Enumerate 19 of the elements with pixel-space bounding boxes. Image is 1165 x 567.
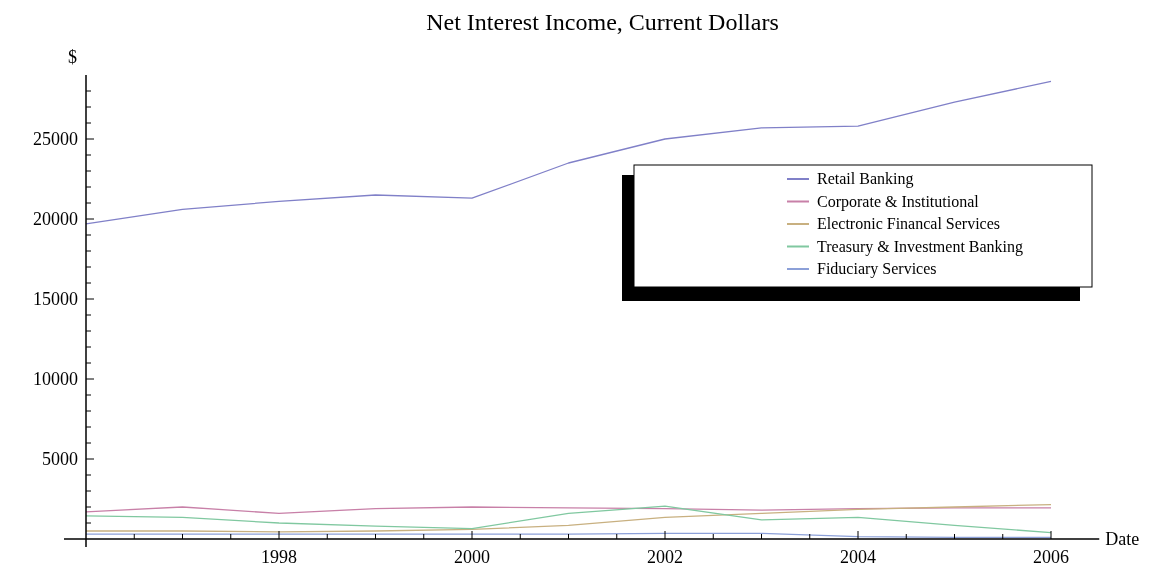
legend-label: Treasury & Investment Banking	[817, 237, 1024, 256]
y-axis-title: $	[68, 47, 77, 67]
line-series	[85, 506, 1052, 515]
chart-title: Net Interest Income, Current Dollars	[426, 9, 779, 35]
x-tick-label: 1998	[261, 547, 297, 567]
x-tick-label: 2000	[454, 547, 490, 567]
x-tick-label: 2006	[1033, 547, 1069, 567]
y-tick-label: 15000	[33, 289, 78, 309]
x-tick-label: 2002	[647, 547, 683, 567]
y-tick-label: 10000	[33, 369, 78, 389]
x-axis-title: Date	[1105, 529, 1140, 549]
legend-label: Electronic Financal Services	[817, 215, 1001, 232]
x-tick-label: 2004	[840, 547, 876, 567]
legend-label: Fiduciary Services	[817, 260, 937, 278]
y-tick-label: 5000	[42, 449, 78, 469]
legend-label: Corporate & Institutional	[817, 192, 980, 211]
legend-label: Retail Banking	[817, 170, 914, 188]
y-tick-label: 25000	[33, 129, 78, 149]
y-tick-label: 20000	[33, 209, 78, 229]
